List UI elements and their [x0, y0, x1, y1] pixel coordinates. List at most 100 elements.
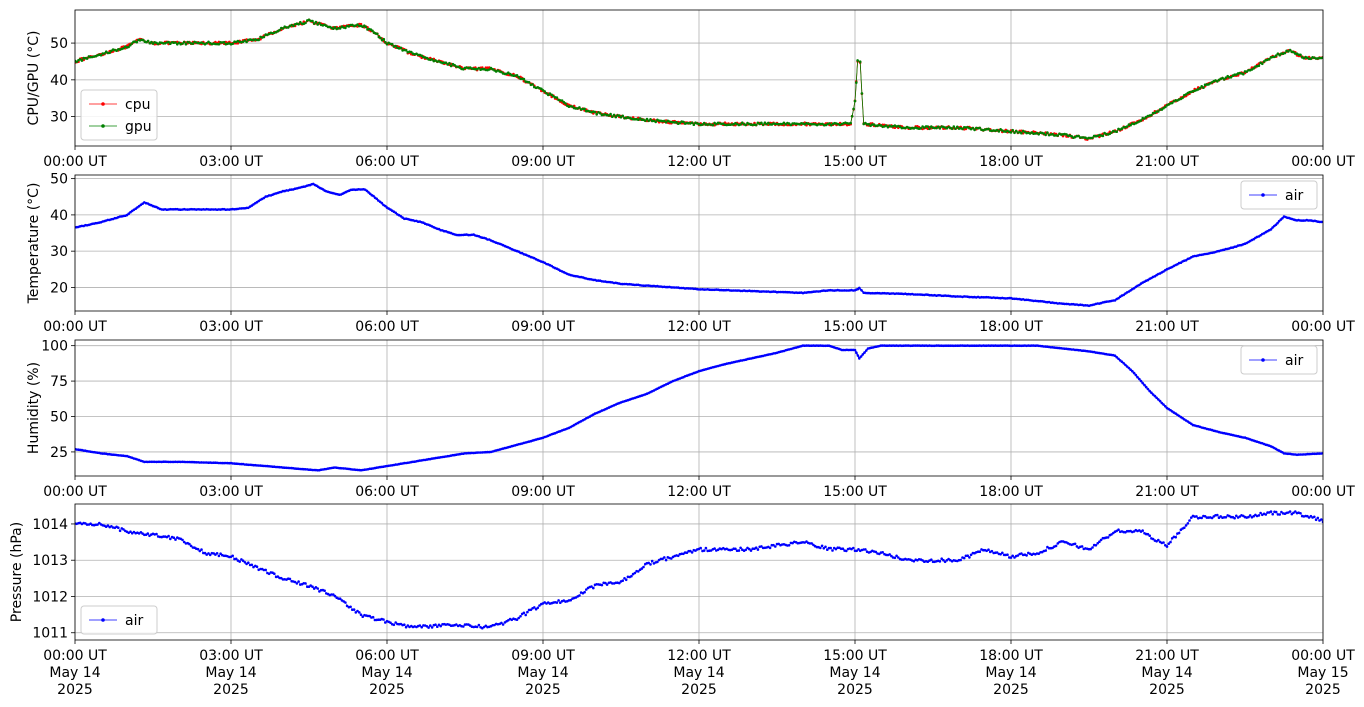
data-point [1016, 554, 1020, 557]
data-point [760, 121, 763, 125]
data-point [174, 41, 177, 44]
data-point [1120, 360, 1124, 364]
data-point [399, 46, 403, 50]
data-point [1144, 385, 1148, 389]
data-point [219, 552, 222, 555]
data-point [184, 460, 188, 464]
data-point [1233, 516, 1236, 520]
plot-frame [74, 9, 1324, 147]
data-point [127, 212, 130, 215]
data-point [623, 577, 626, 580]
data-point [420, 54, 424, 57]
data-point [273, 572, 276, 575]
data-point [1313, 452, 1316, 456]
data-point [685, 551, 689, 554]
data-point [1287, 50, 1290, 53]
data-point [515, 74, 519, 77]
data-point [777, 290, 780, 294]
data-point [822, 547, 826, 550]
data-point [1222, 78, 1226, 81]
x-tick-label: 15:00 UT [823, 484, 887, 500]
data-point [787, 544, 791, 547]
y-tick-label: 25 [50, 445, 68, 461]
data-point [217, 554, 221, 558]
data-point [644, 119, 647, 123]
data-point [356, 23, 359, 26]
data-point [278, 28, 281, 32]
data-point [657, 285, 661, 288]
data-point [1157, 538, 1160, 542]
data-point [938, 127, 942, 130]
data-point [1164, 405, 1167, 408]
data-point [207, 552, 210, 555]
data-point [333, 26, 337, 29]
data-point [645, 117, 649, 121]
data-point [642, 565, 645, 569]
series-markers-air [75, 344, 1323, 472]
data-point [1110, 533, 1113, 536]
data-point [557, 599, 560, 602]
legend: cpu gpu [80, 89, 158, 141]
data-point [241, 559, 245, 562]
data-point [969, 553, 973, 557]
data-point [782, 121, 786, 125]
data-point [526, 610, 529, 614]
data-point [649, 118, 652, 121]
data-point [1125, 365, 1129, 368]
data-point [1235, 514, 1238, 518]
data-point [704, 546, 708, 550]
data-point [1292, 511, 1295, 515]
data-point [501, 623, 505, 626]
data-point [637, 118, 640, 121]
x-tick-label: 00:00 UT [1291, 319, 1355, 335]
data-point [545, 92, 548, 95]
data-point [852, 546, 855, 550]
data-point [1106, 536, 1110, 539]
data-point [990, 549, 994, 553]
data-point [108, 51, 111, 55]
data-point [734, 547, 737, 551]
x-tick-label: 12:00 UT [667, 484, 731, 500]
data-point [1216, 513, 1219, 517]
data-point [1080, 545, 1084, 548]
data-point [352, 608, 356, 611]
data-point [997, 130, 1001, 133]
y-tick-label: 100 [41, 339, 68, 355]
data-point [1190, 516, 1193, 519]
x-date-label: May 14 [673, 665, 724, 681]
data-point [860, 289, 863, 292]
data-point [928, 127, 931, 131]
data-point [590, 585, 593, 588]
data-point [1242, 72, 1245, 76]
data-point [1259, 511, 1262, 515]
data-point [371, 29, 374, 33]
x-year-label: 2025 [1305, 682, 1341, 698]
data-point [1269, 228, 1273, 231]
x-tick-label: 21:00 UT [1135, 484, 1199, 500]
data-point [384, 204, 387, 208]
data-point [1160, 401, 1164, 405]
data-point [995, 344, 999, 348]
data-point [621, 114, 624, 118]
data-point [364, 25, 368, 29]
data-point [940, 557, 943, 560]
data-point [1053, 301, 1056, 305]
data-point [1006, 553, 1009, 556]
data-point [841, 547, 845, 550]
data-point [155, 532, 158, 536]
data-point [1157, 398, 1160, 401]
data-point [1091, 546, 1094, 549]
y-tick-label: 50 [50, 36, 68, 52]
data-point [427, 626, 430, 629]
legend-marker [1261, 358, 1265, 362]
data-point [1136, 375, 1139, 379]
data-point [1098, 540, 1101, 543]
data-point [1261, 62, 1264, 66]
data-point [377, 199, 380, 202]
data-point [618, 581, 621, 585]
data-point [1129, 368, 1132, 372]
data-point [1314, 518, 1318, 522]
data-point [382, 618, 385, 621]
data-point [1101, 134, 1105, 138]
data-point [834, 547, 838, 551]
